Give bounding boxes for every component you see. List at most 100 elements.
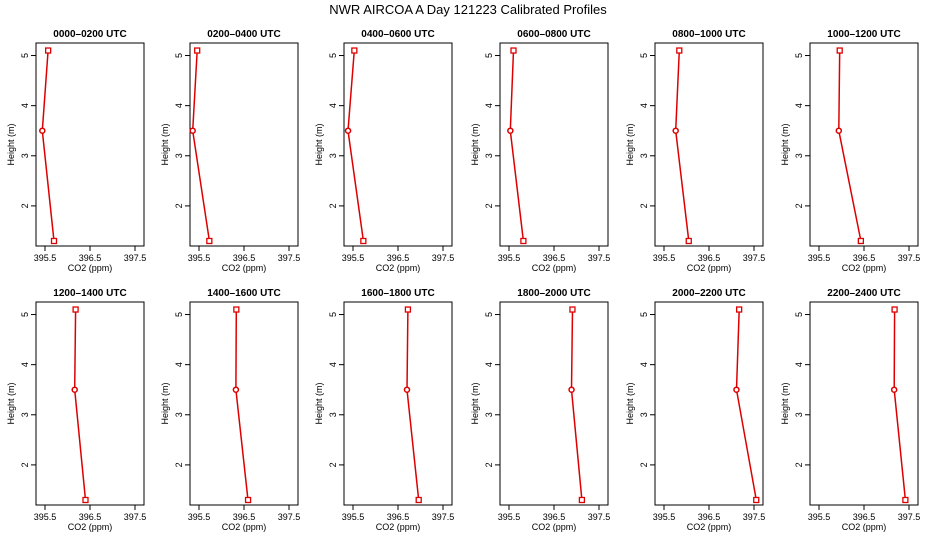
y-tick-label: 2: [20, 203, 30, 208]
panels-container: 0000–0200 UTC 395.5 396.5 397.5 2 3 4 5 CO2 (ppm…: [6, 29, 920, 532]
y-tick-label: 3: [174, 412, 184, 417]
panel-title: 1800–2000 UTC: [517, 288, 590, 299]
x-tick-label: 396.5: [698, 253, 721, 263]
data-point: [189, 127, 196, 134]
data-point: [404, 306, 412, 313]
x-tick-label: 396.5: [543, 253, 566, 263]
y-tick-label: 2: [174, 203, 184, 208]
data-point: [415, 496, 422, 504]
y-tick-label: 3: [328, 412, 338, 417]
x-tick-label: 396.5: [79, 512, 102, 522]
x-axis-label: CO2 (ppm): [68, 522, 113, 532]
x-tick-label: 395.5: [653, 512, 676, 522]
data-point: [672, 127, 679, 134]
panel-7: 1400–1600 UTC 395.5 396.5 397.5 2 3 4 5 CO2 (ppm…: [160, 288, 300, 532]
data-point: [891, 306, 898, 313]
data-point: [45, 47, 52, 54]
x-tick-label: 397.5: [743, 512, 766, 522]
profile-line: [893, 309, 907, 501]
profile-line: [509, 50, 525, 242]
profile-line: [570, 309, 583, 501]
data-point: [82, 496, 89, 504]
y-axis-label: Height (m): [625, 123, 635, 165]
y-tick-label: 2: [484, 462, 494, 467]
data-point: [510, 47, 517, 54]
x-tick-label: 395.5: [498, 512, 521, 522]
x-tick-label: 396.5: [853, 512, 876, 522]
figure-title: NWR AIRCOA A Day 121223 Calibrated Profi…: [329, 2, 607, 17]
x-tick-label: 395.5: [34, 512, 57, 522]
x-tick-label: 397.5: [278, 253, 301, 263]
plot-frame: [499, 42, 609, 247]
x-tick-label: 395.5: [808, 512, 831, 522]
profile-line: [347, 50, 365, 242]
data-point: [507, 127, 514, 134]
x-tick-label: 395.5: [188, 512, 211, 522]
x-tick-label: 395.5: [342, 253, 365, 263]
y-tick-label: 3: [484, 153, 494, 158]
data-point: [244, 496, 252, 504]
y-tick-label: 5: [794, 312, 804, 317]
data-point: [890, 386, 898, 393]
panel-9: 1800–2000 UTC 395.5 396.5 397.5 2 3 4 5 CO2 (ppm…: [470, 288, 610, 532]
y-axis-label: Height (m): [314, 123, 324, 165]
plot-frame: [343, 301, 453, 506]
x-axis-label: CO2 (ppm): [687, 263, 732, 273]
x-axis-label: CO2 (ppm): [222, 263, 267, 273]
x-tick-label: 396.5: [698, 512, 721, 522]
x-tick-label: 395.5: [498, 253, 521, 263]
x-tick-label: 397.5: [124, 253, 147, 263]
y-tick-label: 5: [639, 53, 649, 58]
y-tick-label: 4: [20, 362, 30, 367]
panel-0: 0000–0200 UTC 395.5 396.5 397.5 2 3 4 5 CO2 (ppm…: [6, 29, 146, 273]
x-tick-label: 396.5: [387, 253, 410, 263]
data-point: [568, 386, 575, 393]
x-axis-label: CO2 (ppm): [376, 522, 421, 532]
y-tick-label: 4: [174, 103, 184, 108]
data-point: [520, 237, 527, 245]
y-tick-label: 4: [639, 103, 649, 108]
y-tick-label: 3: [328, 153, 338, 158]
y-tick-label: 2: [794, 203, 804, 208]
x-tick-label: 395.5: [342, 512, 365, 522]
x-tick-label: 397.5: [588, 253, 611, 263]
y-tick-label: 3: [20, 153, 30, 158]
plot-frame: [654, 301, 764, 506]
x-axis-label: CO2 (ppm): [68, 263, 113, 273]
data-point: [71, 386, 78, 393]
data-point: [39, 127, 46, 134]
plot-frame: [35, 301, 145, 506]
panel-title: 2200–2400 UTC: [827, 288, 900, 299]
y-tick-label: 3: [639, 153, 649, 158]
x-tick-label: 397.5: [588, 512, 611, 522]
y-tick-label: 2: [174, 462, 184, 467]
data-point: [233, 306, 240, 313]
y-tick-label: 4: [484, 103, 494, 108]
profile-line: [735, 309, 758, 501]
y-tick-label: 5: [328, 53, 338, 58]
y-tick-label: 3: [794, 153, 804, 158]
data-point: [194, 47, 201, 54]
data-point: [578, 496, 586, 504]
x-tick-label: 396.5: [233, 512, 256, 522]
x-axis-label: CO2 (ppm): [842, 263, 887, 273]
profile-line: [191, 50, 211, 242]
y-tick-label: 5: [794, 53, 804, 58]
y-tick-label: 5: [20, 312, 30, 317]
data-point: [72, 306, 79, 313]
panel-title: 0200–0400 UTC: [207, 29, 280, 40]
x-tick-label: 397.5: [743, 253, 766, 263]
x-tick-label: 397.5: [432, 512, 455, 522]
profile-line: [41, 50, 55, 242]
x-axis-label: CO2 (ppm): [842, 522, 887, 532]
y-tick-label: 4: [794, 362, 804, 367]
y-axis-label: Height (m): [470, 123, 480, 165]
y-tick-label: 3: [794, 412, 804, 417]
panel-title: 0800–1000 UTC: [672, 29, 745, 40]
profile-line: [674, 50, 690, 242]
y-axis-label: Height (m): [6, 382, 16, 424]
data-point: [685, 237, 692, 245]
panel-title: 1400–1600 UTC: [207, 288, 280, 299]
profile-line: [838, 50, 862, 242]
y-axis-label: Height (m): [160, 382, 170, 424]
